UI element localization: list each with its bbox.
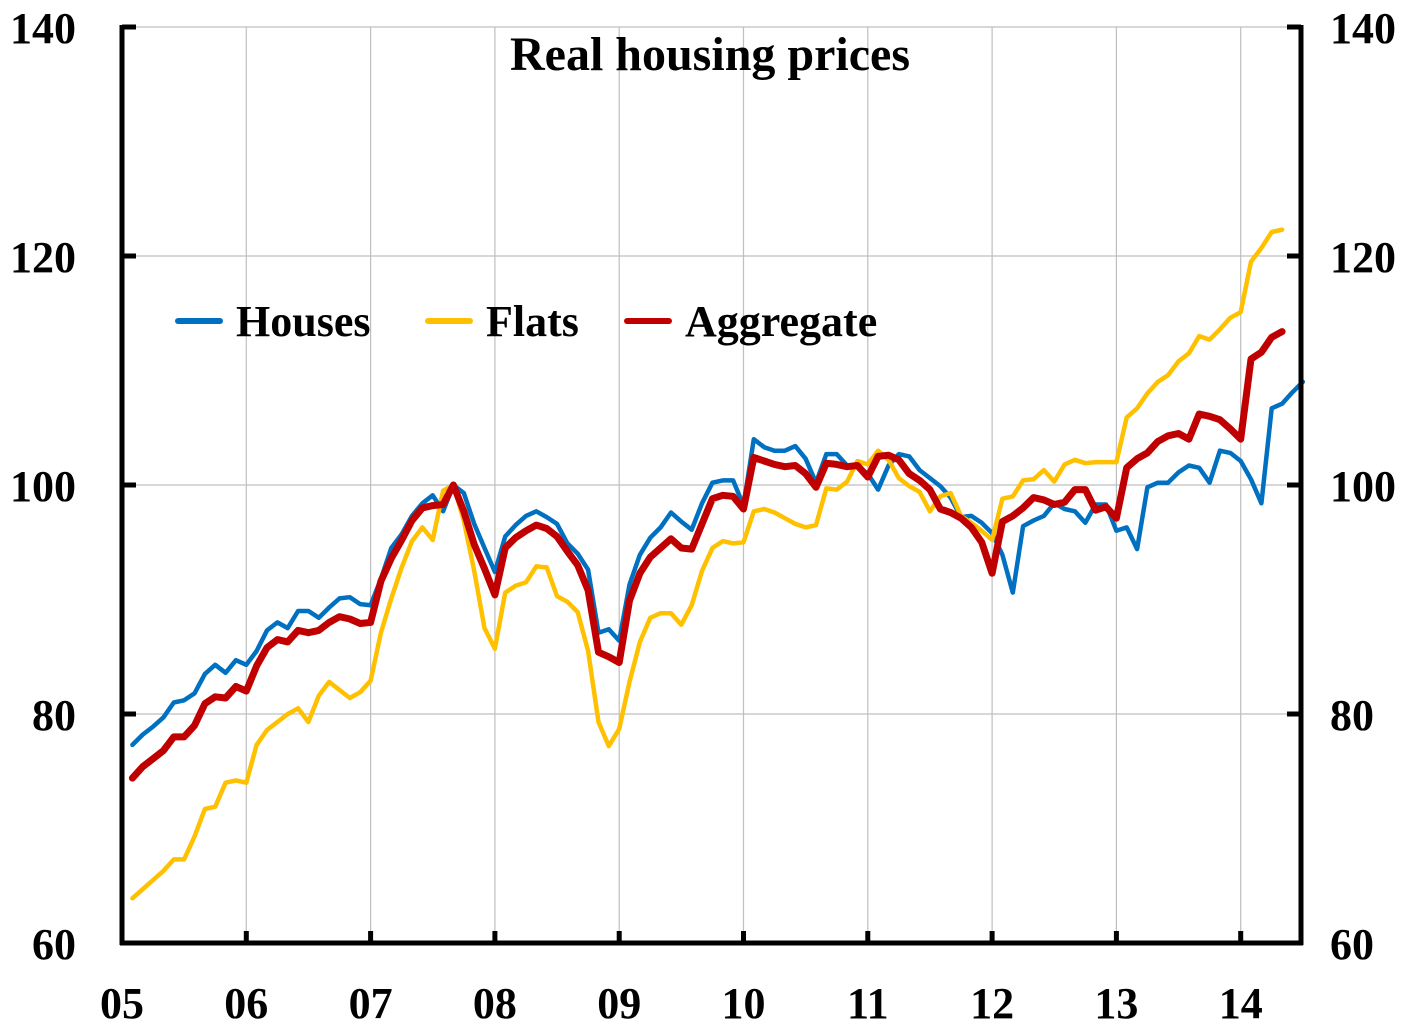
y-tick-label-right: 100 bbox=[1330, 462, 1396, 511]
y-tick-label-left: 100 bbox=[10, 462, 76, 511]
x-tick-label: 07 bbox=[349, 979, 393, 1028]
y-tick-label-right: 120 bbox=[1330, 233, 1396, 282]
series-line-flats bbox=[130, 227, 1285, 901]
x-axis-labels: 05 06 07 08 09 10 11 12 13 14 bbox=[100, 979, 1263, 1028]
y-tick-label-left: 60 bbox=[32, 920, 76, 969]
y-tick-label-right: 60 bbox=[1330, 920, 1374, 969]
gridlines bbox=[122, 26, 1301, 943]
chart-title: Real housing prices bbox=[510, 28, 910, 81]
legend-label-aggregate: Aggregate bbox=[685, 297, 877, 346]
legend: Houses Flats Aggregate bbox=[175, 297, 877, 346]
y-tick-label-left: 140 bbox=[10, 4, 76, 53]
y-tick-label-right: 80 bbox=[1330, 691, 1374, 740]
y-tick-label-right: 140 bbox=[1330, 4, 1396, 53]
y-axis-left-labels: 60 80 100 120 140 bbox=[10, 4, 76, 969]
y-tick-label-left: 80 bbox=[32, 691, 76, 740]
x-tick-label: 10 bbox=[722, 979, 766, 1028]
series-line-houses bbox=[130, 379, 1306, 748]
x-tick-label: 06 bbox=[224, 979, 268, 1028]
x-tick-label: 11 bbox=[847, 979, 889, 1028]
legend-label-flats: Flats bbox=[486, 297, 579, 346]
axes bbox=[119, 24, 1304, 946]
x-tick-label: 13 bbox=[1094, 979, 1138, 1028]
legend-label-houses: Houses bbox=[236, 297, 370, 346]
series-line-aggregate bbox=[128, 328, 1286, 782]
x-tick-label: 05 bbox=[100, 979, 144, 1028]
y-tick-label-left: 120 bbox=[10, 233, 76, 282]
x-tick-label: 08 bbox=[473, 979, 517, 1028]
y-axis-right-labels: 60 80 100 120 140 bbox=[1330, 4, 1396, 969]
x-tick-label: 14 bbox=[1219, 979, 1263, 1028]
x-tick-label: 12 bbox=[970, 979, 1014, 1028]
series-lines bbox=[128, 227, 1306, 901]
x-tick-label: 09 bbox=[597, 979, 641, 1028]
